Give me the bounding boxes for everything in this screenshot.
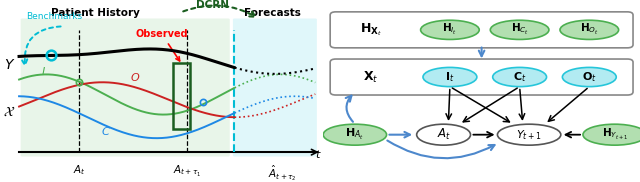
Ellipse shape bbox=[420, 20, 479, 39]
Ellipse shape bbox=[583, 124, 640, 145]
Ellipse shape bbox=[560, 20, 619, 39]
Text: Patient History: Patient History bbox=[51, 8, 140, 18]
Ellipse shape bbox=[490, 20, 549, 39]
Text: $t$: $t$ bbox=[315, 148, 322, 160]
Ellipse shape bbox=[563, 67, 616, 87]
Text: $A_t$: $A_t$ bbox=[436, 127, 451, 142]
Text: $\mathbf{I}_t$: $\mathbf{I}_t$ bbox=[445, 70, 454, 84]
FancyBboxPatch shape bbox=[330, 12, 633, 48]
Text: $C$: $C$ bbox=[102, 125, 111, 137]
Bar bbox=[173, 63, 190, 129]
Text: $I$: $I$ bbox=[41, 65, 46, 77]
Ellipse shape bbox=[323, 124, 387, 145]
Text: $\mathbf{C}_t$: $\mathbf{C}_t$ bbox=[513, 70, 526, 84]
Text: $\mathbf{H}_{\mathbf{X}_t}$: $\mathbf{H}_{\mathbf{X}_t}$ bbox=[360, 21, 381, 38]
Text: DCRN: DCRN bbox=[196, 0, 229, 10]
Text: $\mathbf{H}_{Y_{t+1}}$: $\mathbf{H}_{Y_{t+1}}$ bbox=[602, 127, 628, 142]
Text: $Y$: $Y$ bbox=[4, 58, 15, 72]
Text: Benchmarks: Benchmarks bbox=[26, 12, 82, 21]
Text: $\mathcal{X}$: $\mathcal{X}$ bbox=[3, 105, 16, 119]
Text: $\mathbf{O}_t$: $\mathbf{O}_t$ bbox=[582, 70, 596, 84]
Ellipse shape bbox=[493, 67, 547, 87]
Text: $A_{t+\tau_1}$: $A_{t+\tau_1}$ bbox=[173, 163, 201, 179]
Ellipse shape bbox=[497, 124, 561, 145]
Text: $A_t$: $A_t$ bbox=[73, 163, 86, 177]
Ellipse shape bbox=[417, 124, 470, 145]
Text: $\mathbf{H}_{C_t}$: $\mathbf{H}_{C_t}$ bbox=[511, 22, 529, 37]
FancyBboxPatch shape bbox=[233, 19, 317, 157]
Text: $\mathbf{H}_{I_t}$: $\mathbf{H}_{I_t}$ bbox=[442, 22, 458, 37]
Text: $\mathbf{H}_{O_t}$: $\mathbf{H}_{O_t}$ bbox=[580, 22, 598, 37]
FancyBboxPatch shape bbox=[20, 19, 230, 157]
Text: $\hat{A}_{t+\tau_2}$: $\hat{A}_{t+\tau_2}$ bbox=[268, 163, 296, 182]
FancyBboxPatch shape bbox=[330, 59, 633, 95]
Ellipse shape bbox=[423, 67, 477, 87]
Text: $Y_{t+1}$: $Y_{t+1}$ bbox=[516, 128, 542, 142]
Text: Observed: Observed bbox=[135, 29, 188, 61]
Text: $O$: $O$ bbox=[130, 70, 140, 82]
Text: $\mathbf{X}_t$: $\mathbf{X}_t$ bbox=[363, 70, 378, 85]
Text: Forecasts: Forecasts bbox=[244, 8, 301, 18]
Text: $\mathbf{H}_{A_t}$: $\mathbf{H}_{A_t}$ bbox=[346, 127, 364, 142]
